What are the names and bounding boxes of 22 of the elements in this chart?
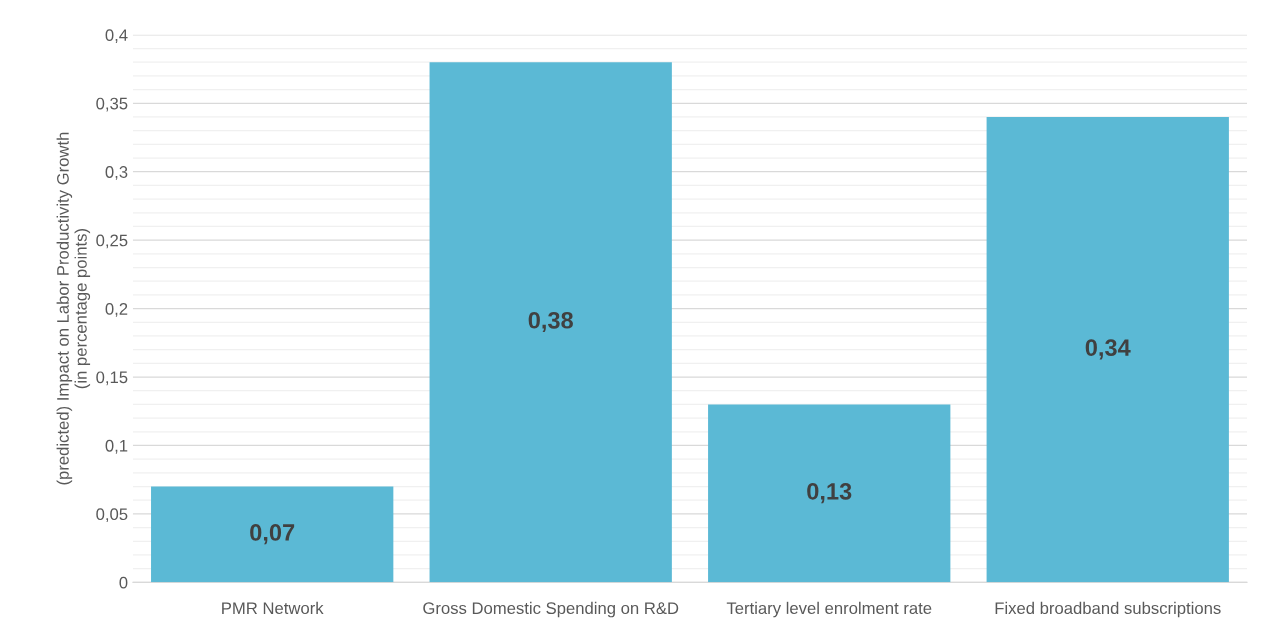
y-tick-label: 0,25	[96, 234, 128, 249]
y-tick-label: 0,35	[96, 97, 128, 112]
x-tick-label: Fixed broadband subscriptions	[995, 601, 1221, 618]
y-axis-title: (predicted) Impact on Labor Productivity Growth (in percentage points)	[56, 132, 91, 485]
data-label: 0,34	[1085, 339, 1131, 360]
bar	[986, 116, 1229, 583]
y-tick-label: 0,1	[105, 439, 128, 454]
bar	[429, 62, 672, 583]
y-tick-label: 0	[119, 576, 128, 589]
bar	[708, 404, 951, 583]
x-tick-label: PMR Network	[222, 601, 324, 615]
y-tick-label: 0,2	[105, 302, 128, 317]
x-tick-label: Tertiary level enrolment rate	[726, 601, 932, 618]
y-tick-label: 0,4	[105, 29, 128, 43]
y-tick-label: 0,15	[96, 371, 128, 386]
data-label: 0,38	[528, 311, 573, 333]
y-tick-label: 0,3	[105, 166, 128, 180]
y-tick-label: 0,05	[96, 508, 128, 523]
data-label: 0,13	[807, 483, 852, 504]
bar	[151, 486, 394, 583]
data-label: 0,07	[250, 524, 295, 545]
x-tick-label: Gross Domestic Spending on R&D	[423, 601, 679, 618]
